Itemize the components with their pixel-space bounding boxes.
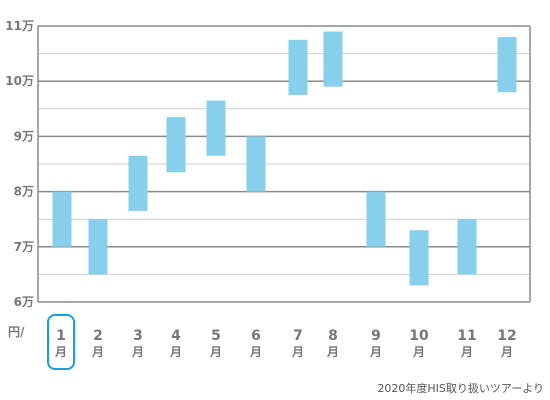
month-number: 8 [328, 328, 338, 344]
month-kanji: 月 [460, 345, 473, 359]
month-kanji: 月 [54, 345, 67, 359]
month-label[interactable]: 12 月 [492, 328, 522, 360]
month-label[interactable]: 10 月 [404, 328, 434, 360]
month-number: 4 [171, 328, 181, 344]
month-kanji: 月 [91, 345, 104, 359]
month-number: 1 [56, 328, 66, 344]
y-tick-label: 11万 [5, 19, 34, 33]
month-number: 12 [497, 328, 517, 344]
month-number: 2 [93, 328, 103, 344]
month-number: 6 [251, 328, 261, 344]
y-tick-label: 8万 [14, 185, 34, 199]
month-kanji: 月 [291, 345, 304, 359]
price-range-bar [206, 100, 226, 156]
price-range-bar [128, 155, 148, 211]
price-range-bar [288, 39, 308, 95]
month-number: 3 [133, 328, 143, 344]
month-kanji: 月 [326, 345, 339, 359]
month-kanji: 月 [249, 345, 262, 359]
price-range-bar [409, 230, 429, 286]
month-kanji: 月 [131, 345, 144, 359]
y-tick-label: 10万 [5, 74, 34, 88]
price-range-bar [366, 191, 386, 247]
month-kanji: 月 [369, 345, 382, 359]
price-range-bar [166, 117, 186, 173]
y-unit-label: 円/ [8, 325, 25, 339]
y-tick-label: 7万 [14, 240, 34, 254]
month-label[interactable]: 11 月 [452, 328, 482, 360]
month-number: 9 [371, 328, 381, 344]
price-range-bar [457, 219, 477, 275]
price-range-bar [497, 37, 517, 93]
month-number: 11 [457, 328, 477, 344]
month-number: 5 [211, 328, 221, 344]
source-note: 2020年度HIS取り扱いツアーより [377, 382, 544, 395]
price-range-bar [88, 219, 108, 275]
y-tick-label: 9万 [14, 129, 34, 143]
price-range-bar [323, 31, 343, 87]
month-kanji: 月 [500, 345, 513, 359]
month-kanji: 月 [209, 345, 222, 359]
month-number: 7 [293, 328, 303, 344]
month-kanji: 月 [169, 345, 182, 359]
price-range-bar [52, 191, 72, 247]
month-kanji: 月 [412, 345, 425, 359]
y-tick-label: 6万 [14, 295, 34, 309]
month-number: 10 [409, 328, 429, 344]
price-range-bar [246, 136, 266, 192]
